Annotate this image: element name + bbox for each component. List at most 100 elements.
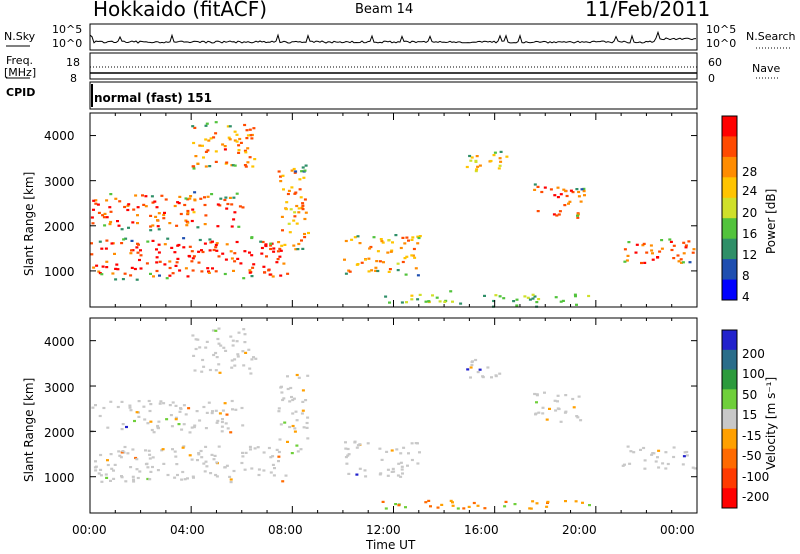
velocity-cbar-tick-m100: -100 <box>742 470 770 484</box>
power-cell <box>301 202 305 205</box>
power-cell <box>418 235 422 238</box>
freq-tick-bottom: 8 <box>70 72 77 85</box>
power-cell <box>512 300 516 303</box>
velocity-cell <box>212 458 216 461</box>
power-cell <box>246 134 250 137</box>
power-cell <box>410 238 414 241</box>
power-cell <box>233 164 237 167</box>
power-cell <box>677 260 681 263</box>
velocity-cell <box>399 461 403 464</box>
power-cell <box>582 190 586 193</box>
velocity-cell <box>564 500 567 503</box>
velocity-cell <box>424 501 428 504</box>
power-cell <box>262 265 266 268</box>
power-cell <box>651 258 655 261</box>
power-cell <box>390 249 394 252</box>
velocity-cell <box>305 421 309 425</box>
velocity-cell <box>588 504 591 507</box>
velocity-cell <box>173 450 177 453</box>
nave-tick-top: 60 <box>708 56 722 69</box>
velocity-cell <box>275 448 279 451</box>
velocity-cell <box>221 409 225 412</box>
power-cell <box>204 150 208 153</box>
velocity-cell <box>196 459 199 462</box>
power-cell <box>474 170 478 173</box>
power-cell <box>178 269 182 272</box>
velocity-cell <box>147 449 151 452</box>
velocity-cell <box>277 455 281 458</box>
power-cell <box>158 260 162 263</box>
power-cell <box>559 300 563 303</box>
velocity-cell <box>198 346 202 349</box>
velocity-cell <box>201 358 205 362</box>
velocity-cell <box>556 400 559 403</box>
power-cell <box>410 254 414 257</box>
power-cell <box>182 237 186 240</box>
velocity-ytick-1000: 1000 <box>44 471 75 485</box>
power-cell <box>194 155 198 158</box>
power-cell <box>197 261 201 264</box>
power-cell <box>92 266 96 269</box>
power-cell <box>203 203 207 207</box>
freq-unit-label: [MHz] <box>4 66 37 79</box>
velocity-cell <box>117 450 121 453</box>
power-cell <box>535 301 539 304</box>
power-cell <box>182 246 186 249</box>
velocity-cell <box>271 463 275 466</box>
velocity-cell <box>541 412 545 415</box>
power-colorbar-swatch <box>722 136 737 158</box>
power-cell <box>267 269 271 272</box>
power-cell <box>297 207 301 210</box>
velocity-cell <box>181 470 185 474</box>
power-cell <box>424 300 428 303</box>
power-cell <box>120 242 124 245</box>
velocity-cell <box>148 409 152 413</box>
power-cell <box>244 165 248 168</box>
power-cell <box>268 273 272 276</box>
velocity-cell <box>277 410 281 413</box>
power-cell <box>200 249 203 252</box>
power-cell <box>350 238 354 241</box>
power-cbar-tick-4: 4 <box>742 290 750 304</box>
power-cell <box>577 190 581 194</box>
velocity-cell <box>410 458 414 462</box>
power-cell <box>297 242 301 246</box>
power-cell <box>494 294 498 297</box>
velocity-cell <box>216 337 220 341</box>
velocity-cell <box>262 451 266 454</box>
power-cell <box>121 278 125 281</box>
velocity-cell <box>231 344 235 347</box>
velocity-cell <box>286 440 289 443</box>
velocity-cell <box>124 480 128 483</box>
power-cell <box>265 255 268 258</box>
velocity-cell <box>280 391 284 394</box>
velocity-cell <box>385 450 389 453</box>
power-cell <box>414 267 418 270</box>
velocity-cell <box>628 462 632 465</box>
velocity-cell <box>182 404 186 407</box>
velocity-cell <box>179 407 182 410</box>
velocity-cell <box>210 412 214 415</box>
power-cell <box>303 198 307 201</box>
velocity-cell <box>656 456 659 459</box>
power-cell <box>151 224 155 227</box>
velocity-cell <box>344 447 348 450</box>
power-cell <box>188 245 192 248</box>
velocity-cell <box>380 458 384 461</box>
velocity-cell <box>244 451 248 454</box>
velocity-cell <box>226 427 230 430</box>
power-cell <box>301 166 305 169</box>
power-cell <box>672 257 676 260</box>
velocity-cell <box>236 353 240 356</box>
power-cell <box>136 206 140 209</box>
power-cell <box>155 256 159 259</box>
power-cell <box>540 190 544 194</box>
velocity-cell <box>202 462 206 465</box>
power-cell <box>188 197 192 200</box>
power-cell <box>533 295 537 298</box>
velocity-cell <box>109 453 113 456</box>
power-cell <box>207 139 211 142</box>
power-cell <box>163 211 166 214</box>
velocity-cell <box>378 447 382 450</box>
power-cell <box>233 252 237 255</box>
